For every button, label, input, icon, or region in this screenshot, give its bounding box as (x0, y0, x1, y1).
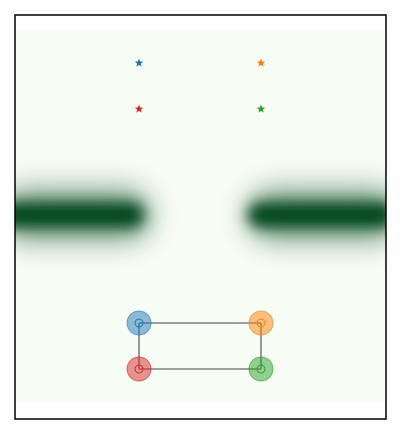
markers (126, 58, 274, 382)
heat-band-core (248, 203, 386, 227)
heatmap (15, 31, 386, 401)
circle-marker (126, 356, 152, 382)
circle-center (134, 318, 144, 328)
star-marker (256, 104, 266, 113)
circle-marker (126, 310, 152, 336)
circle-marker (248, 310, 274, 336)
star-marker (256, 58, 266, 67)
circle-center (256, 318, 266, 328)
circle-center (134, 364, 144, 374)
circle-center (256, 364, 266, 374)
star-marker (134, 104, 144, 113)
frame (14, 14, 387, 420)
circle-marker (248, 356, 274, 382)
heat-band-core (15, 203, 144, 227)
star-marker (134, 58, 144, 67)
